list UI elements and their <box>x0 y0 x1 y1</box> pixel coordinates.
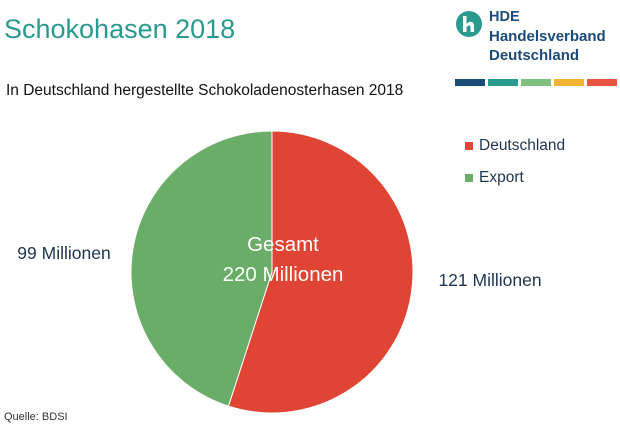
logo-stripe-4 <box>554 79 584 86</box>
logo-stripe-3 <box>521 79 551 86</box>
logo-stripe-1 <box>455 79 485 86</box>
logo-color-stripes <box>455 79 617 86</box>
hde-logo-text: HDE Handelsverband Deutschland <box>489 8 606 65</box>
hde-logo-icon <box>456 11 482 37</box>
page-title: Schokohasen 2018 <box>4 14 236 44</box>
logo-stripe-2 <box>488 79 518 86</box>
value-label-deutschland: 121 Millionen <box>438 270 541 290</box>
legend-label-export: Export <box>479 169 524 186</box>
pie-slice-export <box>130 130 273 407</box>
logo-line-2: Handelsverband <box>489 28 606 45</box>
logo-line-1: HDE <box>489 9 520 25</box>
legend-label-deutschland: Deutschland <box>479 137 565 154</box>
legend-swatch-deutschland <box>465 142 473 150</box>
logo-line-3: Deutschland <box>489 47 580 64</box>
chart-subtitle: In Deutschland hergestellte Schokoladeno… <box>6 82 404 99</box>
value-label-export: 99 Millionen <box>17 243 110 263</box>
center-label-line-2: 220 Millionen <box>223 263 344 286</box>
hde-logo: HDE Handelsverband Deutschland <box>455 6 617 92</box>
source-note: Quelle: BDSI <box>4 411 68 423</box>
center-label-line-1: Gesamt <box>247 233 319 256</box>
logo-stripe-5 <box>587 79 617 86</box>
legend-swatch-export <box>465 174 473 182</box>
pie-slice-deutschland <box>227 130 414 414</box>
